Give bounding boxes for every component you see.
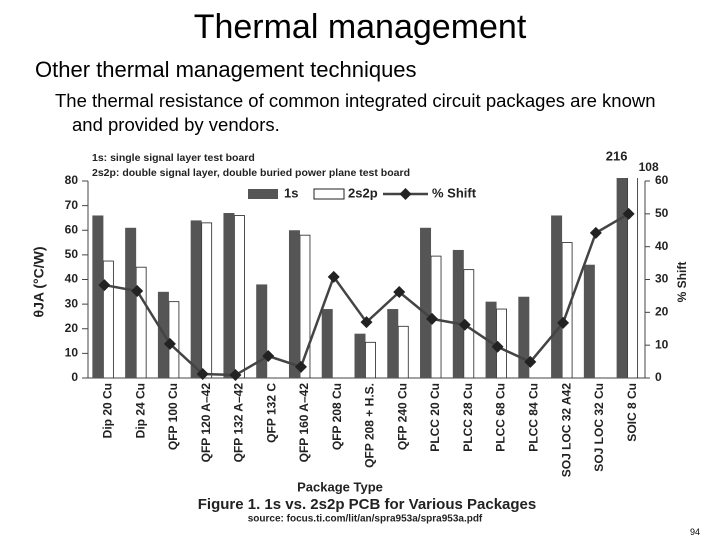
x-axis-label: Package Type bbox=[297, 479, 383, 494]
bar bbox=[201, 222, 213, 378]
x-tick-label: QFP 132 C bbox=[264, 383, 278, 443]
line-marker bbox=[360, 316, 373, 329]
y-tick-label: 60 bbox=[65, 222, 79, 236]
bar bbox=[551, 215, 563, 378]
y2-tick-label: 50 bbox=[655, 206, 669, 220]
x-tick-label: PLCC 84 Cu bbox=[526, 383, 540, 452]
bar bbox=[354, 333, 366, 378]
line-marker bbox=[294, 360, 307, 373]
line-marker bbox=[229, 369, 242, 382]
legend-swatch bbox=[313, 188, 345, 200]
x-tick-label: SOJ LOC 32 Cu bbox=[592, 383, 606, 472]
line-marker bbox=[327, 270, 340, 283]
x-tick-label: Dip 24 Cu bbox=[133, 383, 147, 438]
bar bbox=[420, 227, 432, 378]
bar bbox=[616, 178, 628, 378]
bar bbox=[518, 296, 530, 378]
bar bbox=[92, 215, 104, 378]
line-marker bbox=[557, 316, 570, 329]
bar bbox=[583, 264, 595, 378]
line-marker bbox=[426, 312, 439, 325]
y2-axis-label: % Shift bbox=[675, 262, 689, 303]
legend-label: 1s bbox=[284, 185, 298, 200]
legend-swatch bbox=[248, 189, 278, 199]
y-tick-label: 20 bbox=[65, 321, 79, 335]
x-tick-label: QFP 132 A–42 bbox=[232, 383, 246, 463]
bar bbox=[321, 309, 333, 378]
y-tick-label: 80 bbox=[65, 173, 79, 187]
note: 2s2p: double signal layer, double buried… bbox=[92, 167, 410, 179]
bar bbox=[125, 227, 137, 378]
x-tick-label: PLCC 20 Cu bbox=[428, 383, 442, 452]
line-marker bbox=[262, 350, 275, 363]
y2-tick-label: 40 bbox=[655, 239, 669, 253]
y-tick-label: 10 bbox=[65, 346, 79, 360]
line-marker bbox=[98, 279, 111, 292]
bar bbox=[102, 260, 114, 378]
line-marker bbox=[196, 368, 209, 381]
x-tick-label: SOIC 8 Cu bbox=[625, 383, 639, 442]
line-marker bbox=[491, 340, 504, 353]
bar bbox=[190, 220, 202, 378]
y2-tick-label: 60 bbox=[655, 173, 669, 187]
bar bbox=[397, 325, 409, 378]
bar bbox=[288, 230, 300, 378]
y-tick-label: 30 bbox=[65, 296, 79, 310]
bar bbox=[387, 309, 399, 378]
y-tick-label: 70 bbox=[65, 198, 79, 212]
legend-label: 2s2p bbox=[348, 185, 378, 200]
x-tick-label: QFP 100 Cu bbox=[166, 383, 180, 450]
y2-tick-label: 0 bbox=[655, 370, 662, 384]
bar bbox=[452, 249, 464, 378]
y2-tick-label: 20 bbox=[655, 305, 669, 319]
line-marker bbox=[163, 337, 176, 350]
line-marker bbox=[131, 284, 144, 297]
y2-tick-label: 10 bbox=[655, 337, 669, 351]
data-label: 108 bbox=[639, 160, 659, 174]
x-tick-label: Dip 20 Cu bbox=[101, 383, 115, 438]
x-tick-label: SOJ LOC 32 A42 bbox=[559, 383, 573, 478]
line-marker bbox=[524, 355, 537, 368]
legend-label: % Shift bbox=[432, 185, 477, 200]
legend-swatch bbox=[399, 188, 412, 200]
line-marker bbox=[622, 207, 635, 220]
sub-bullet: The thermal resistance of common integra… bbox=[55, 90, 656, 135]
y-tick-label: 40 bbox=[65, 272, 79, 286]
caption: Figure 1. 1s vs. 2s2p PCB for Various Pa… bbox=[198, 496, 537, 513]
bar bbox=[223, 213, 235, 378]
slide-title: Thermal management bbox=[193, 8, 527, 46]
x-tick-label: PLCC 68 Cu bbox=[494, 383, 508, 452]
y2-tick-label: 30 bbox=[655, 272, 669, 286]
bar bbox=[365, 341, 376, 378]
source: source: focus.ti.com/lit/an/spra953a/spr… bbox=[248, 514, 483, 525]
bar bbox=[485, 301, 497, 378]
bar bbox=[234, 215, 245, 378]
line-marker bbox=[458, 318, 471, 331]
x-tick-label: QFP 208 Cu bbox=[330, 383, 344, 450]
y-tick-label: 50 bbox=[65, 247, 79, 261]
note: 1s: single signal layer test board bbox=[92, 152, 255, 164]
y-tick-label: 0 bbox=[71, 370, 78, 384]
x-tick-label: QFP 208 + H.S. bbox=[363, 383, 377, 468]
page-number: 94 bbox=[690, 527, 701, 537]
bullet: Other thermal management techniques bbox=[35, 57, 417, 82]
data-label: 216 bbox=[606, 148, 628, 163]
x-tick-label: QFP 240 Cu bbox=[395, 383, 409, 450]
x-tick-label: QFP 160 A–42 bbox=[297, 383, 311, 463]
bar bbox=[627, 178, 639, 378]
bar bbox=[135, 266, 147, 378]
line-marker bbox=[589, 226, 602, 239]
x-tick-label: QFP 120 A–42 bbox=[199, 383, 213, 463]
line-marker bbox=[393, 285, 406, 298]
y-axis-label: θJA (°C/W) bbox=[31, 247, 47, 318]
bar bbox=[256, 284, 268, 378]
x-tick-label: PLCC 28 Cu bbox=[461, 383, 475, 452]
